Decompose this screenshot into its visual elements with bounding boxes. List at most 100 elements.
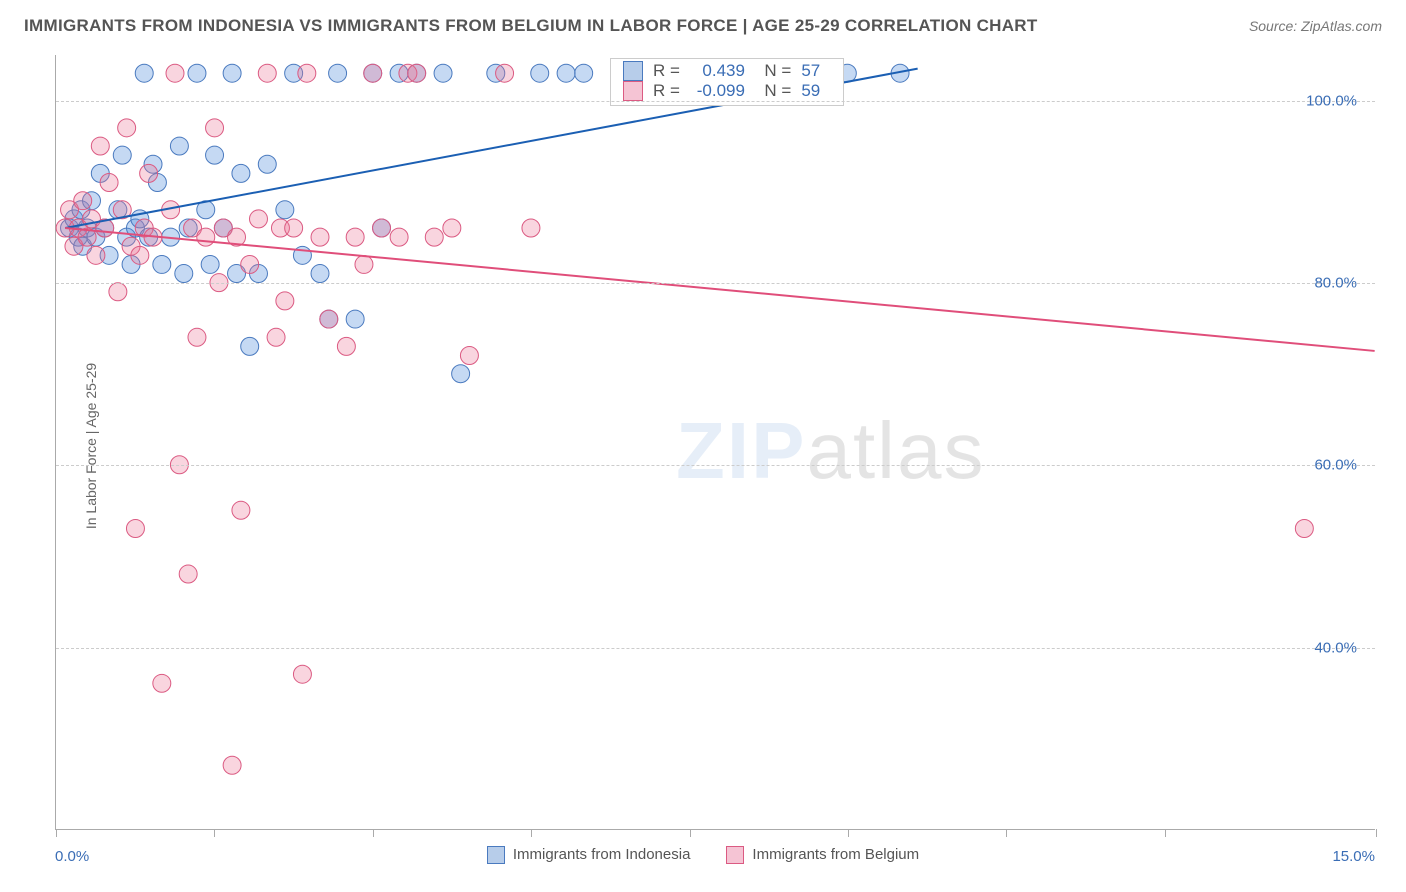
x-tick <box>531 829 532 837</box>
x-tick <box>1006 829 1007 837</box>
stat-swatch-belgium <box>623 81 643 101</box>
scatter-point-belgium <box>285 219 303 237</box>
stat-n-value-indonesia: 57 <box>801 61 831 81</box>
scatter-point-belgium <box>258 64 276 82</box>
scatter-point-belgium <box>267 328 285 346</box>
scatter-point-belgium <box>346 228 364 246</box>
scatter-point-indonesia <box>223 64 241 82</box>
legend-label: Immigrants from Belgium <box>752 846 919 863</box>
scatter-point-belgium <box>337 337 355 355</box>
scatter-point-belgium <box>250 210 268 228</box>
scatter-point-indonesia <box>452 365 470 383</box>
scatter-point-belgium <box>166 64 184 82</box>
stat-n-label: N = <box>755 61 791 81</box>
stat-r-label: R = <box>653 81 680 101</box>
scatter-point-belgium <box>276 292 294 310</box>
scatter-point-indonesia <box>276 201 294 219</box>
scatter-point-belgium <box>91 137 109 155</box>
legend-swatch <box>726 846 744 864</box>
legend-swatch <box>487 846 505 864</box>
scatter-point-belgium <box>100 173 118 191</box>
scatter-point-indonesia <box>153 255 171 273</box>
legend-item: Immigrants from Indonesia <box>487 846 691 864</box>
gridline <box>56 283 1375 284</box>
scatter-point-belgium <box>373 219 391 237</box>
scatter-point-belgium <box>74 192 92 210</box>
scatter-point-belgium <box>425 228 443 246</box>
gridline <box>56 465 1375 466</box>
scatter-point-belgium <box>188 328 206 346</box>
scatter-point-indonesia <box>206 146 224 164</box>
stat-n-label: N = <box>755 81 791 101</box>
x-tick <box>56 829 57 837</box>
plot-svg <box>56 55 1375 829</box>
stat-r-label: R = <box>653 61 680 81</box>
x-tick <box>1376 829 1377 837</box>
scatter-point-indonesia <box>557 64 575 82</box>
x-tick <box>848 829 849 837</box>
trend-line-belgium <box>65 228 1375 351</box>
scatter-point-belgium <box>126 520 144 538</box>
scatter-point-indonesia <box>329 64 347 82</box>
y-tick-label: 80.0% <box>1314 274 1357 291</box>
scatter-point-belgium <box>408 64 426 82</box>
legend-label: Immigrants from Indonesia <box>513 846 691 863</box>
scatter-point-belgium <box>311 228 329 246</box>
scatter-point-belgium <box>118 119 136 137</box>
y-tick-label: 100.0% <box>1306 92 1357 109</box>
scatter-point-belgium <box>298 64 316 82</box>
scatter-point-indonesia <box>346 310 364 328</box>
stat-row-indonesia: R = 0.439 N = 57 <box>623 61 831 81</box>
scatter-point-belgium <box>87 246 105 264</box>
scatter-point-indonesia <box>232 164 250 182</box>
gridline <box>56 101 1375 102</box>
x-tick <box>690 829 691 837</box>
scatter-point-indonesia <box>434 64 452 82</box>
scatter-point-belgium <box>355 255 373 273</box>
scatter-point-belgium <box>153 674 171 692</box>
scatter-plot-area: R =0.439 N =57R =-0.099 N =59 ZIPatlas 4… <box>55 55 1375 830</box>
scatter-point-indonesia <box>201 255 219 273</box>
source-attribution: Source: ZipAtlas.com <box>1249 18 1382 34</box>
scatter-point-belgium <box>223 756 241 774</box>
correlation-stats-box: R =0.439 N =57R =-0.099 N =59 <box>610 58 844 106</box>
scatter-point-belgium <box>522 219 540 237</box>
scatter-point-belgium <box>320 310 338 328</box>
y-tick-label: 40.0% <box>1314 639 1357 656</box>
scatter-point-belgium <box>241 255 259 273</box>
scatter-point-indonesia <box>135 64 153 82</box>
scatter-point-indonesia <box>311 265 329 283</box>
legend-item: Immigrants from Belgium <box>726 846 919 864</box>
scatter-point-indonesia <box>188 64 206 82</box>
scatter-point-belgium <box>109 283 127 301</box>
scatter-point-indonesia <box>175 265 193 283</box>
scatter-point-belgium <box>140 164 158 182</box>
stat-swatch-indonesia <box>623 61 643 81</box>
scatter-point-belgium <box>390 228 408 246</box>
scatter-point-belgium <box>197 228 215 246</box>
x-tick <box>214 829 215 837</box>
stat-r-value-indonesia: 0.439 <box>690 61 745 81</box>
series-legend: Immigrants from Indonesia Immigrants from… <box>0 846 1406 864</box>
scatter-point-belgium <box>496 64 514 82</box>
scatter-point-belgium <box>179 565 197 583</box>
scatter-point-indonesia <box>258 155 276 173</box>
scatter-point-belgium <box>232 501 250 519</box>
scatter-point-belgium <box>443 219 461 237</box>
x-tick <box>373 829 374 837</box>
stat-row-belgium: R =-0.099 N =59 <box>623 81 831 101</box>
y-tick-label: 60.0% <box>1314 457 1357 474</box>
scatter-point-belgium <box>364 64 382 82</box>
scatter-point-belgium <box>460 347 478 365</box>
gridline <box>56 648 1375 649</box>
scatter-point-belgium <box>1295 520 1313 538</box>
scatter-point-belgium <box>131 246 149 264</box>
x-tick <box>1165 829 1166 837</box>
scatter-point-indonesia <box>241 337 259 355</box>
scatter-point-indonesia <box>113 146 131 164</box>
chart-title: IMMIGRANTS FROM INDONESIA VS IMMIGRANTS … <box>24 16 1038 36</box>
scatter-point-belgium <box>206 119 224 137</box>
stat-n-value-belgium: 59 <box>801 81 831 101</box>
scatter-point-belgium <box>293 665 311 683</box>
scatter-point-indonesia <box>575 64 593 82</box>
